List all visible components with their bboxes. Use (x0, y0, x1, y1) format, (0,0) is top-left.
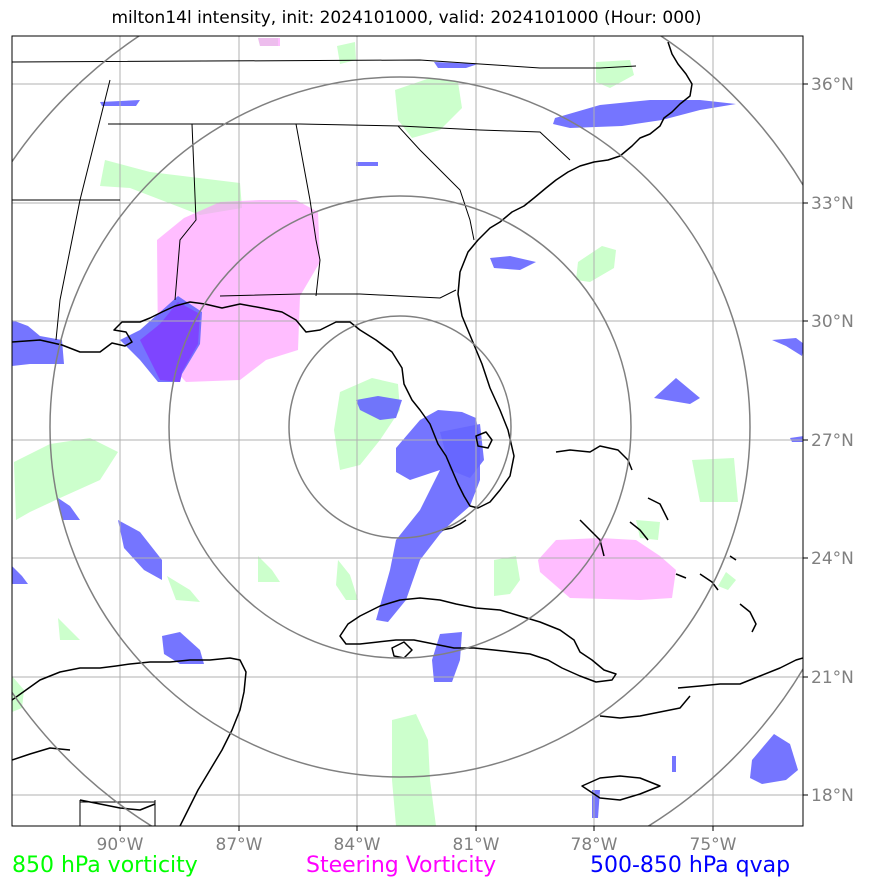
map-frame (11, 35, 804, 827)
lon-tick-label: 81°W (453, 835, 500, 855)
lon-tick-label: 78°W (571, 835, 618, 855)
political-borders (12, 59, 637, 826)
lon-tick-label: 90°W (97, 835, 144, 855)
lat-tick-label: 36°N (811, 75, 854, 95)
gridlines (12, 36, 803, 826)
legend-850-vorticity: 850 hPa vorticity (12, 853, 198, 878)
lat-tick-label: 24°N (811, 549, 854, 569)
lon-tick-label: 84°W (334, 835, 381, 855)
legend-steering-vorticity: Steering Vorticity (306, 853, 497, 878)
lat-tick-label: 27°N (811, 431, 854, 451)
lon-tick-label: 75°W (690, 835, 737, 855)
lat-tick-label: 30°N (811, 312, 854, 332)
coastlines (12, 41, 803, 826)
map-title: milton14l intensity, init: 2024101000, v… (111, 8, 702, 28)
overlap-region (140, 302, 200, 382)
lon-tick-label: 87°W (216, 835, 263, 855)
lat-tick-label: 21°N (811, 668, 854, 688)
lat-tick-label: 33°N (811, 194, 854, 214)
legend-qvap: 500-850 hPa qvap (590, 853, 791, 878)
tick-marks (119, 83, 808, 831)
vorticity-850-layer (12, 38, 738, 826)
lat-tick-label: 18°N (811, 786, 854, 806)
